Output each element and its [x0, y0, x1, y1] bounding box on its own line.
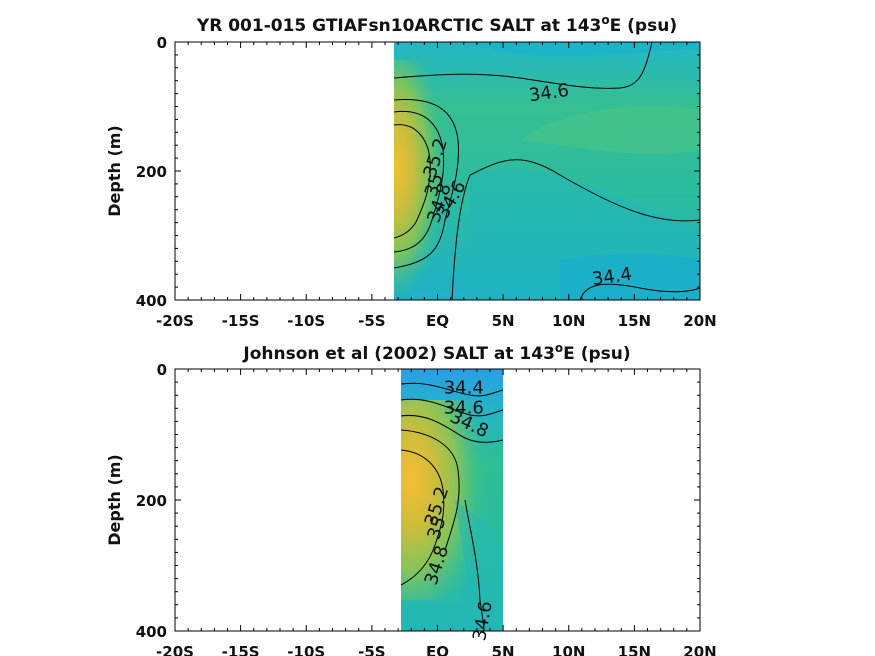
panel-2-xtick-label: -5S	[358, 643, 385, 656]
panel-2-xtick-label: 10N	[552, 643, 585, 656]
panel-2-contour-label: 34.4	[444, 378, 484, 399]
panel-1-title: YR 001-015 GTIAFsn10ARCTIC SALT at 143oE…	[196, 13, 677, 36]
panel-1-ytick-label: 200	[136, 163, 167, 181]
panel-1-xtick-label: -15S	[222, 312, 260, 330]
panel-2-title-main: Johnson et al (2002) SALT at 143	[242, 344, 555, 364]
panel-2-contours	[401, 382, 503, 631]
panel-1-xtick-label: 10N	[552, 312, 585, 330]
panel-2-xtick-label: -10S	[287, 643, 325, 656]
panel-1-xtick-label: 15N	[618, 312, 651, 330]
panel-1-ytick-label: 0	[157, 34, 167, 52]
panel-2-title-suffix: E (psu)	[563, 344, 630, 364]
panel-1-salinity-field	[394, 42, 700, 300]
panel-1-xtick-label: 5N	[492, 312, 515, 330]
panel-1-ticks: -20S -15S -10S -5S EQ 5N 10N 15N 20N 0 200 400	[136, 34, 717, 330]
panel-2-title-sup: o	[555, 341, 563, 355]
panel-2-xtick-label: 20N	[683, 643, 716, 656]
panel-2-contour-label: 34.6	[444, 397, 484, 418]
panel-1-xtick-label: -10S	[287, 312, 325, 330]
panel-1-title-suffix: E (psu)	[610, 16, 677, 36]
panel-2-ytick-label: 0	[157, 361, 167, 379]
panel-1-xtick-label: 20N	[683, 312, 716, 330]
panel-2-title: Johnson et al (2002) SALT at 143oE (psu)	[242, 341, 630, 364]
panel-2-xtick-label: 15N	[618, 643, 651, 656]
panel-1-contours	[394, 42, 700, 300]
panel-2-ticks: -20S -15S -10S -5S EQ 5N 10N 15N 20N 0 200 400	[136, 361, 717, 656]
panel-1-xtick-label: -5S	[358, 312, 385, 330]
panel-1-title-sup: o	[601, 13, 609, 27]
panel-2-ytick-label: 400	[136, 623, 167, 641]
chart-panel-2: Johnson et al (2002) SALT at 143oE (psu)…	[105, 341, 717, 656]
panel-1-xtick-label: EQ	[426, 312, 449, 330]
panel-2-ytick-label: 200	[136, 492, 167, 510]
panel-2-y-axis-label: Depth (m)	[105, 454, 124, 546]
panel-1-y-axis-label: Depth (m)	[105, 125, 124, 217]
svg-text:Depth (m): Depth (m)	[105, 125, 124, 217]
panel-1-xtick-label: -20S	[156, 312, 194, 330]
chart-panel-1: YR 001-015 GTIAFsn10ARCTIC SALT at 143oE…	[105, 13, 717, 330]
panel-2-salinity-field	[401, 369, 503, 631]
panel-2-xtick-label: -15S	[222, 643, 260, 656]
svg-text:Depth (m): Depth (m)	[105, 454, 124, 546]
panel-2-xtick-label: -20S	[156, 643, 194, 656]
panel-2-xtick-label: EQ	[426, 643, 449, 656]
panel-1-title-main: YR 001-015 GTIAFsn10ARCTIC SALT at 143	[196, 16, 601, 36]
panel-2-xtick-label: 5N	[492, 643, 515, 656]
panel-1-ytick-label: 400	[136, 292, 167, 310]
